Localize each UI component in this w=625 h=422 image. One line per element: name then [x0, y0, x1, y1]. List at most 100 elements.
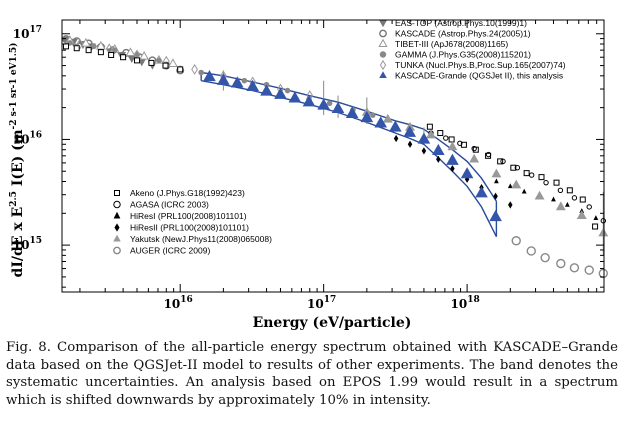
point-akeno [497, 158, 504, 165]
point-auger [556, 258, 566, 269]
point-kascade-grande [203, 69, 216, 82]
point-akeno [134, 57, 141, 64]
y-axis-title: dI/dE x E2.5 I(E) (m-2 s-1 sr-1 eV1.5) [8, 43, 26, 278]
point-yakutsk [555, 201, 566, 211]
y-axis-title-power: 2.5 [9, 191, 19, 207]
point-agasa [500, 158, 506, 165]
y-tick-label: 1017 [13, 25, 42, 41]
legend-label: TIBET-III (ApJ678(2008)1165) [395, 39, 508, 49]
point-kascade-grande [489, 209, 502, 222]
point-kascade-grande [374, 116, 388, 128]
point-tunka [76, 38, 84, 50]
point-kascade-grande [475, 186, 488, 198]
point-hiresi [493, 178, 499, 184]
legend-marker [113, 211, 121, 219]
point-agasa [471, 145, 477, 152]
point-akeno [579, 196, 586, 203]
point-akeno [73, 45, 80, 52]
legend-marker [379, 71, 387, 79]
point-gamma [369, 112, 376, 118]
point-hiresi [521, 188, 527, 194]
legend-label: GAMMA (J.Phys.G35(2008)115201) [395, 50, 531, 60]
point-gamma [241, 77, 248, 84]
point-kascade [72, 37, 81, 46]
x-axis-title: Energy (eV/particle) [253, 315, 412, 331]
point-yakutsk [469, 153, 480, 163]
point-tibet-iii [168, 58, 178, 67]
point-akeno [538, 174, 545, 181]
point-akeno [592, 223, 599, 230]
point-akeno [177, 66, 184, 73]
legend-label: Akeno (J.Phys.G18(1992)423) [130, 188, 245, 198]
point-akeno [148, 59, 155, 66]
point-tibet-iii [80, 37, 91, 47]
point-akeno [448, 136, 455, 143]
legend-bottom: Akeno (J.Phys.G18(1992)423) AGASA (ICRC 2… [113, 188, 272, 256]
point-akeno [553, 179, 560, 186]
point-kascade-grande [403, 125, 417, 137]
point-agasa [586, 204, 592, 210]
point-hiresii [393, 134, 399, 143]
tick-labels: 1016 1017 1018 1015 1016 1017 [13, 25, 480, 311]
point-yakutsk [576, 210, 587, 219]
point-agasa [443, 135, 449, 141]
point-hiresii [508, 201, 513, 209]
point-auger [511, 236, 521, 246]
point-agasa [457, 140, 463, 146]
x-tick-label: 1016 [164, 295, 193, 311]
legend-marker [113, 234, 121, 242]
legend-label: AUGER (ICRC 2009) [130, 246, 210, 256]
point-hiresii [450, 164, 455, 173]
point-kascade-grande [230, 76, 244, 88]
point-kascade-grande [360, 110, 374, 123]
point-hiresi [551, 196, 556, 202]
point-tibet-iii [125, 47, 136, 57]
point-kascade-grande [432, 143, 445, 156]
point-yakutsk [426, 129, 436, 139]
point-kascade-grande [317, 98, 330, 110]
point-kascade-grande [274, 87, 287, 99]
y-axis-title-prefix: dI/dE x E [10, 207, 26, 278]
point-akeno [426, 123, 433, 130]
point-agasa [543, 179, 549, 186]
point-hiresi [564, 201, 570, 207]
figure-caption: Fig. 8. Comparison of the all-particle e… [6, 340, 618, 408]
point-agasa [485, 151, 492, 158]
point-kascade-grande [331, 101, 345, 113]
legend-top: EAS-TOP (Astrop.Phys.10(1999)1)KASCADE (… [378, 18, 566, 81]
point-auger [569, 263, 580, 273]
point-kascade-grande [446, 153, 459, 165]
y-axis-title-middle: I(E) (m [10, 129, 26, 191]
point-yakutsk [534, 190, 545, 200]
point-agasa [528, 172, 535, 178]
point-yakutsk [598, 227, 609, 237]
point-agasa [571, 195, 578, 201]
point-gamma [91, 43, 97, 50]
legend-label: KASCADE-Grande (QGSJet II), this analysi… [395, 71, 563, 81]
legend-marker [114, 190, 120, 196]
point-hiresii [464, 175, 470, 183]
legend-label: HiResII (PRL100(2008)101101) [130, 223, 249, 233]
point-kascade-grande [302, 95, 316, 107]
point-auger [598, 268, 609, 279]
point-kascade-grande [217, 73, 230, 85]
point-yakutsk [511, 179, 522, 189]
point-akeno [162, 62, 169, 69]
point-auger [526, 246, 536, 256]
axis-ticks [62, 20, 605, 292]
point-kascade-grande [460, 167, 474, 179]
point-gamma [326, 100, 333, 107]
point-hiresii [436, 155, 441, 163]
y-tick-label: 1016 [13, 130, 42, 146]
legend-marker [379, 59, 387, 71]
legend-marker [113, 246, 121, 255]
legend-marker [378, 38, 388, 48]
legend-marker [113, 200, 121, 209]
legend-label: EAS-TOP (Astrop.Phys.10(1999)1) [395, 18, 527, 28]
point-auger [540, 253, 550, 263]
point-kascade-grande [288, 91, 302, 103]
point-eas-top [127, 54, 137, 63]
legend-marker [379, 51, 387, 58]
point-yakutsk [447, 141, 458, 151]
